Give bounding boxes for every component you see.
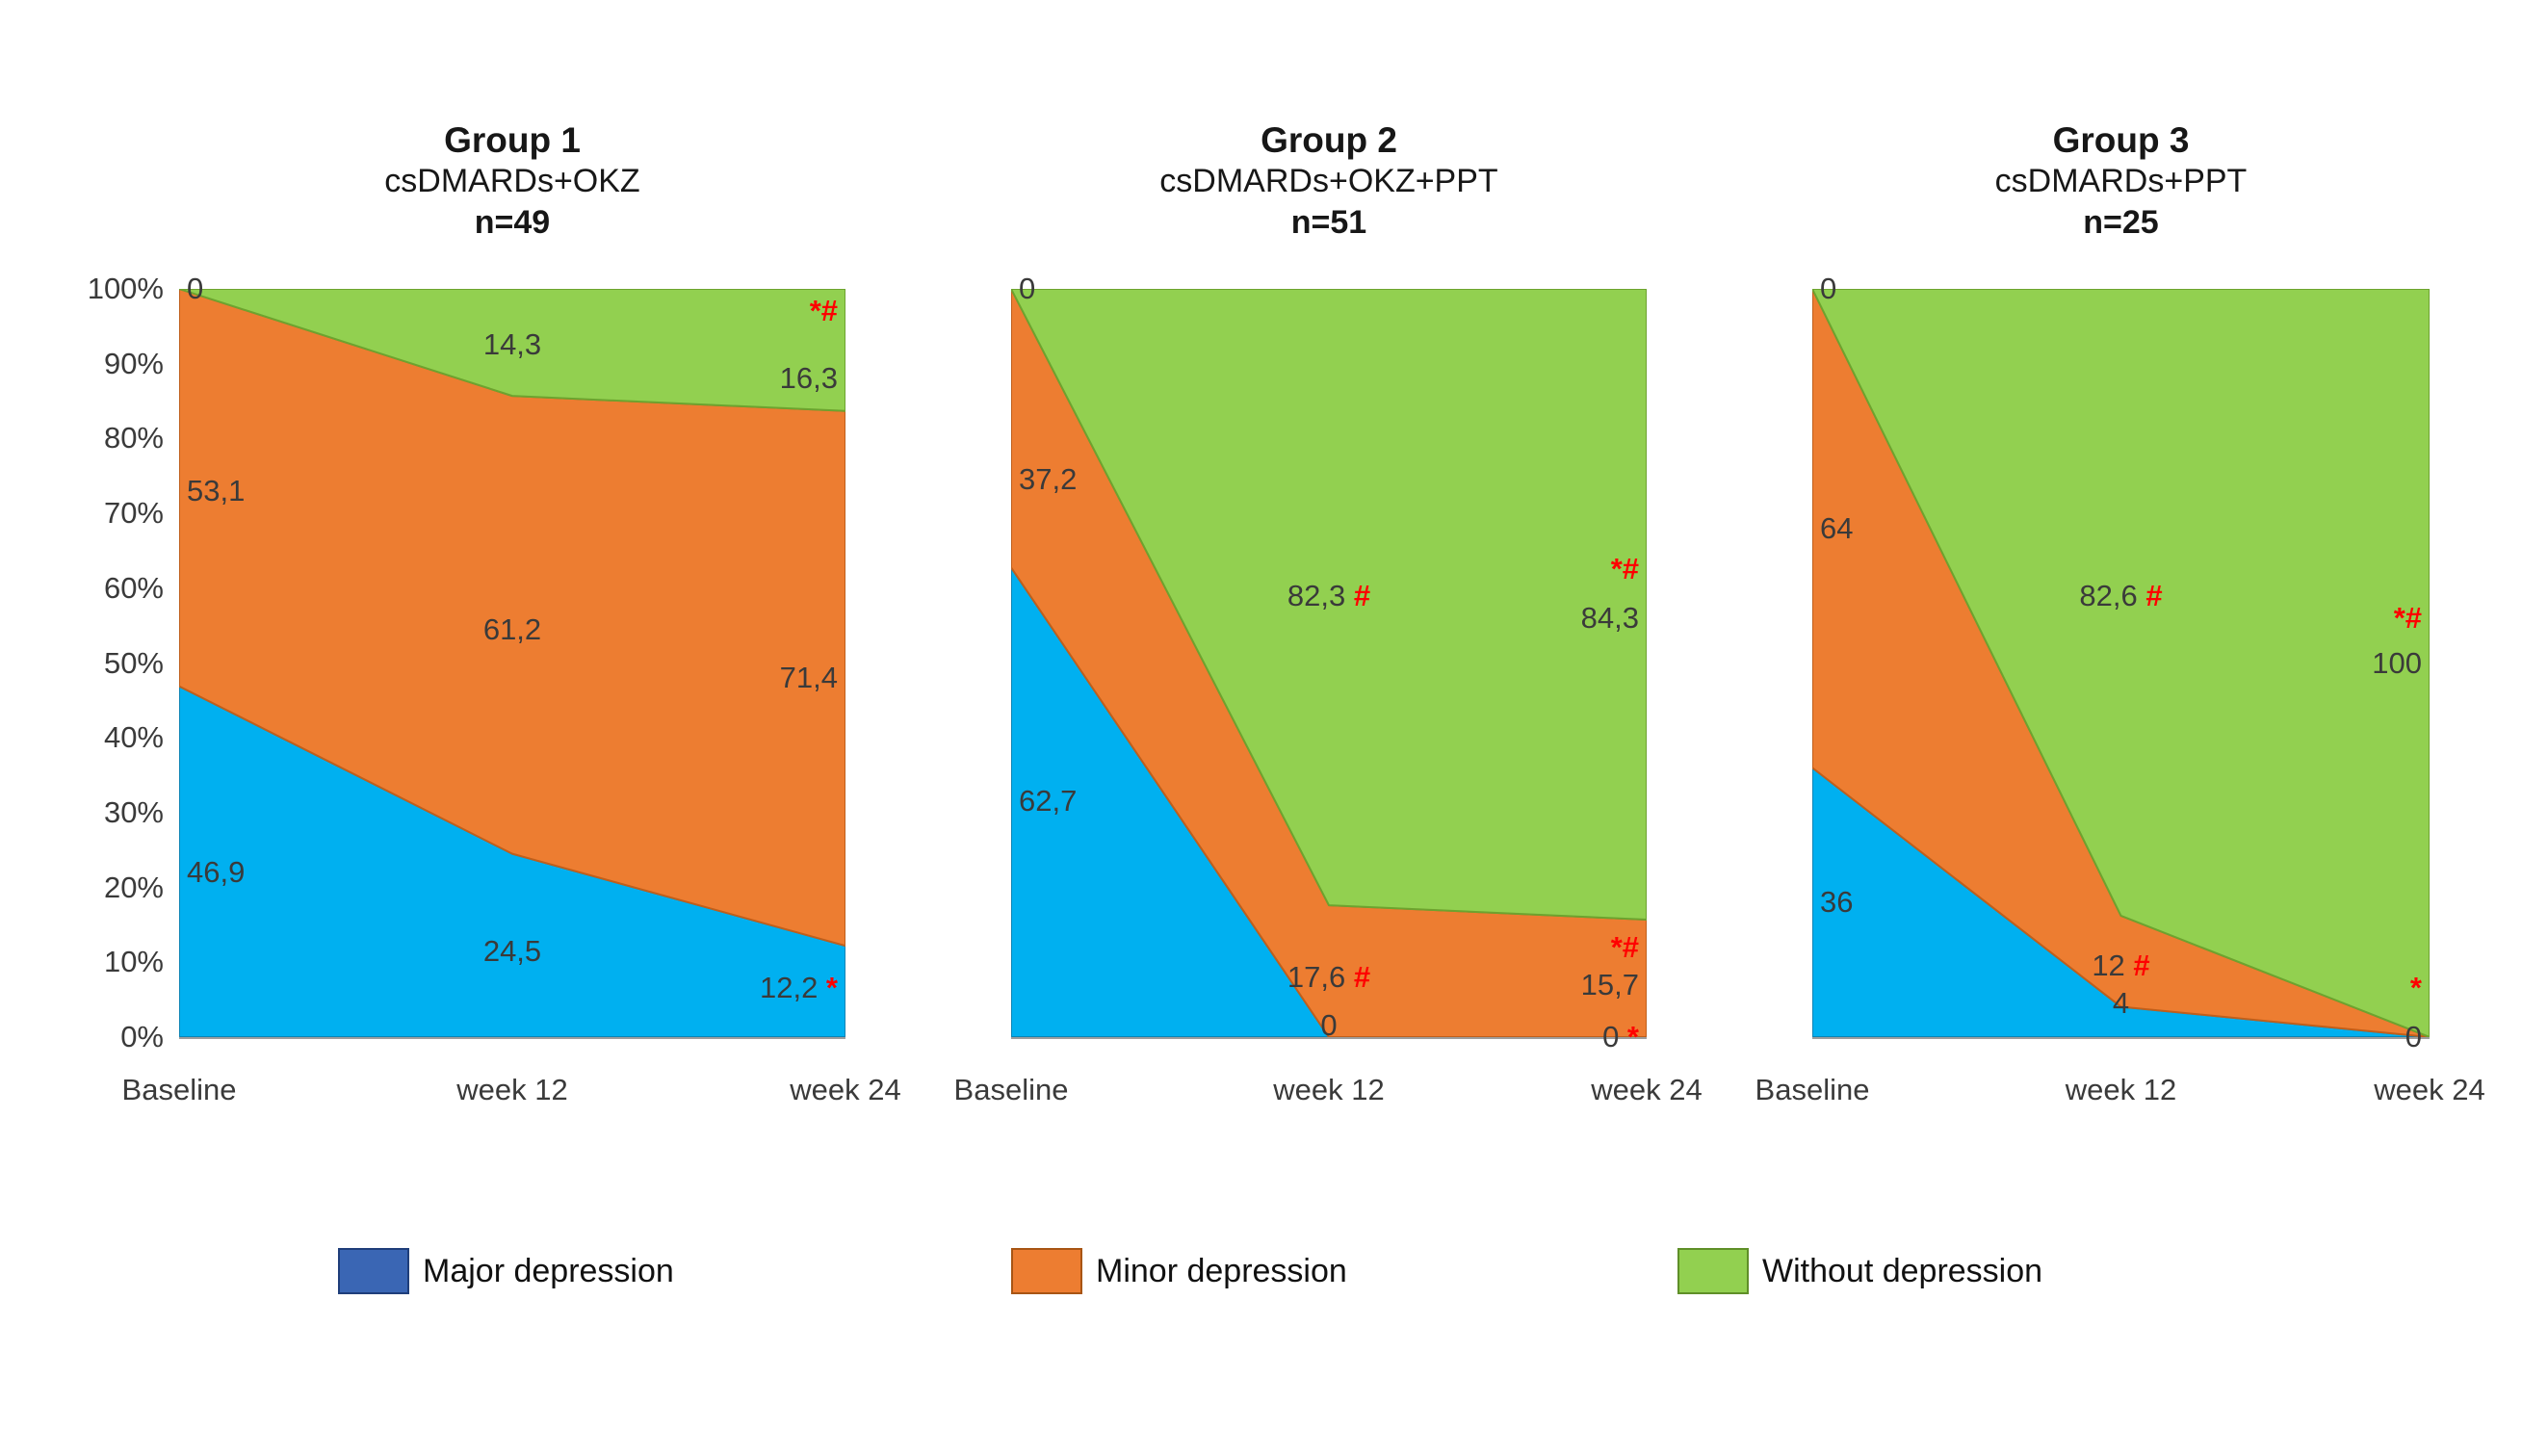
data-label: 4 xyxy=(2112,986,2130,1021)
data-label: 0 xyxy=(1820,272,1837,305)
minor-depression-area xyxy=(1011,289,1647,1037)
data-label: 64 xyxy=(1820,510,1854,545)
x-axis-group1: Baseline week 12 week 24 xyxy=(122,1073,901,1115)
group2-regimen: csDMARDs+OKZ+PPT xyxy=(1159,163,1498,199)
data-label: 82,6 # xyxy=(2079,578,2163,612)
without-depression-area xyxy=(1011,289,1647,920)
chart-group2: Group 2 csDMARDs+OKZ+PPT n=51 0 37,2 62,7 8… xyxy=(954,0,1703,1156)
y-axis-ticks: 100% 90% 80% 70% 60% 50% 40% 30% 20% 10% 0% xyxy=(29,272,164,1053)
chart-title-group3: Group 3 csDMARDs+PPT n=25 xyxy=(1735,119,2507,244)
group1-sample-size: n=49 xyxy=(474,204,551,241)
stacked-area-svg xyxy=(179,289,845,1037)
legend-label-without-depression: Without depression xyxy=(1762,1252,2043,1289)
y-axis-tick-label: 50% xyxy=(103,645,164,680)
legend-label-minor-depression: Minor depression xyxy=(1096,1252,1347,1289)
y-axis-tick-label: 90% xyxy=(103,346,164,380)
data-label: 0 * xyxy=(1602,1020,1639,1053)
minor-depression-swatch xyxy=(1011,1248,1082,1294)
data-label: 46,9 xyxy=(187,855,246,890)
chart-title-group2: Group 2 csDMARDs+OKZ+PPT n=51 xyxy=(934,119,1724,244)
chart-plot-group2: 0 37,2 62,7 82,3 #17,6 #0 *# 84,3 *# 15,7 0 * xyxy=(1011,272,1647,1053)
major-depression-swatch xyxy=(338,1248,409,1294)
data-label: 0 xyxy=(1320,1008,1338,1043)
stacked-area-svg xyxy=(1011,289,1647,1037)
group2-name: Group 2 xyxy=(1261,120,1397,160)
stacked-area-svg xyxy=(1812,289,2430,1037)
data-label: 12,2 * xyxy=(759,971,838,1005)
x-axis-label: week 24 xyxy=(1591,1073,1703,1106)
group2-sample-size: n=51 xyxy=(1290,204,1367,241)
data-label: 71,4 xyxy=(779,661,838,695)
data-label: 36 xyxy=(1820,885,1854,920)
significance-mark: * xyxy=(2409,971,2422,1005)
x-axis-label: Baseline xyxy=(953,1073,1069,1106)
x-axis-label: week 24 xyxy=(2374,1073,2485,1106)
x-axis-label: week 12 xyxy=(2065,1073,2177,1106)
group3-sample-size: n=25 xyxy=(2083,204,2159,241)
significance-mark: *# xyxy=(1610,929,1639,964)
without-depression-swatch xyxy=(1677,1248,1749,1294)
y-axis-tick-label: 60% xyxy=(103,570,164,605)
legend-item-without-depression: Without depression xyxy=(1677,1246,2042,1296)
y-axis-tick-label: 40% xyxy=(103,720,164,755)
data-label: 37,2 xyxy=(1019,462,1078,497)
significance-mark: *# xyxy=(2393,600,2422,635)
y-axis-tick-label: 30% xyxy=(103,794,164,829)
legend-item-major-depression: Major depression xyxy=(338,1246,674,1296)
data-label: 62,7 xyxy=(1019,784,1078,819)
data-label: 14,3 xyxy=(482,327,542,362)
y-axis-tick-label: 0% xyxy=(120,1020,164,1053)
x-axis-label: Baseline xyxy=(121,1073,237,1106)
chart-plot-group1: 0 53,1 46,9 14,3 61,2 24,5 *# 16,3 71,4 12,2 * xyxy=(179,272,845,1039)
group1-regimen: csDMARDs+OKZ xyxy=(384,163,640,199)
x-axis-group2: Baseline week 12 week 24 xyxy=(954,1073,1703,1115)
data-label: 0 xyxy=(1019,272,1036,305)
y-axis-tick-label: 20% xyxy=(103,870,164,904)
x-axis-group3: Baseline week 12 week 24 xyxy=(1755,1073,2485,1115)
chart-title-group1: Group 1 csDMARDs+OKZ n=49 xyxy=(102,119,923,244)
data-label: 17,6 # xyxy=(1287,959,1371,994)
chart-group3: Group 3 csDMARDs+PPT n=25 0 64 36 82,6 # 12 … xyxy=(1755,0,2485,1156)
significance-mark: *# xyxy=(1610,552,1639,586)
data-label: 82,3 # xyxy=(1287,578,1371,612)
x-axis-label: Baseline xyxy=(1755,1073,1870,1106)
data-label: 24,5 xyxy=(482,933,542,968)
without-depression-area xyxy=(179,289,845,411)
y-axis-tick-label: 100% xyxy=(87,272,164,305)
without-depression-area xyxy=(1812,289,2430,1037)
data-label: 100 xyxy=(2372,645,2422,680)
significance-mark: *# xyxy=(809,294,838,328)
minor-depression-area xyxy=(179,289,845,946)
x-axis-label: week 12 xyxy=(456,1073,568,1106)
data-label: 15,7 xyxy=(1580,967,1639,1001)
y-axis-tick-label: 10% xyxy=(103,945,164,979)
x-axis-label: week 12 xyxy=(1273,1073,1385,1106)
data-label: 12 # xyxy=(2092,949,2150,983)
major-depression-area xyxy=(1011,567,1647,1037)
group1-name: Group 1 xyxy=(444,120,581,160)
data-label: 84,3 xyxy=(1580,600,1639,635)
legend-item-minor-depression: Minor depression xyxy=(1011,1246,1347,1296)
data-label: 0 xyxy=(187,272,204,305)
y-axis-tick-label: 70% xyxy=(103,496,164,531)
legend-label-major-depression: Major depression xyxy=(423,1252,674,1289)
data-label: 53,1 xyxy=(187,473,246,507)
x-axis-label: week 24 xyxy=(790,1073,901,1106)
group3-regimen: csDMARDs+PPT xyxy=(1994,163,2248,199)
group3-name: Group 3 xyxy=(2052,120,2190,160)
data-label: 61,2 xyxy=(482,611,542,646)
chart-plot-group3: 0 64 36 82,6 # 12 #4 *# 100 * 0 xyxy=(1812,272,2430,1053)
data-label: 0 xyxy=(2405,1020,2422,1053)
y-axis-tick-label: 80% xyxy=(103,421,164,455)
chart-group1: Group 1 csDMARDs+OKZ n=49 0 53,1 46,9 14,3 6… xyxy=(122,0,901,1156)
data-label: 16,3 xyxy=(779,361,838,396)
